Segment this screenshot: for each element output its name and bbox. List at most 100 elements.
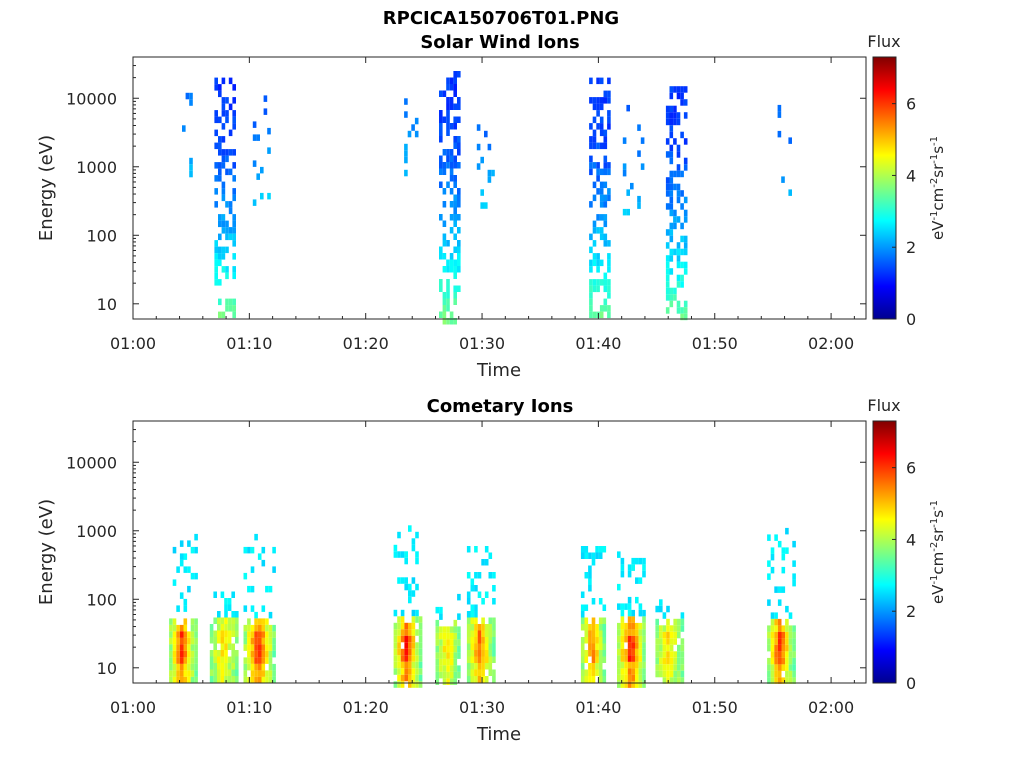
heatmap-cell: [676, 190, 681, 197]
heatmap-cell: [260, 192, 264, 200]
heatmap-cell: [589, 136, 593, 143]
heatmap-cell: [598, 598, 603, 605]
heatmap-cell: [666, 638, 670, 645]
heatmap-cell: [453, 233, 457, 240]
heatmap-cell: [235, 650, 239, 657]
heatmap-cell: [235, 637, 239, 644]
heatmap-cell: [676, 112, 681, 119]
heatmap-cell: [603, 168, 608, 176]
heatmap-cell: [481, 643, 485, 650]
heatmap-cell: [488, 617, 493, 624]
heatmap-cell: [224, 643, 228, 650]
heatmap-cell: [599, 311, 604, 319]
heatmap-cell: [599, 116, 604, 124]
heatmap-cell: [446, 298, 450, 305]
heatmap-cell: [411, 655, 416, 662]
heatmap-cell: [470, 669, 475, 676]
heatmap-cell: [669, 651, 674, 658]
heatmap-cell: [268, 663, 273, 671]
heatmap-cell: [620, 681, 625, 688]
heatmap-cell: [400, 622, 405, 630]
heatmap-cell: [220, 656, 225, 663]
heatmap-cell: [588, 663, 592, 670]
heatmap-cell: [400, 674, 405, 682]
heatmap-cell: [267, 192, 271, 200]
heatmap-cell: [477, 591, 482, 598]
heatmap-cell: [439, 632, 443, 640]
heatmap-cell: [220, 591, 225, 598]
heatmap-cell: [620, 629, 625, 636]
heatmap-cell: [617, 583, 621, 591]
heatmap-cell: [680, 638, 685, 645]
heatmap-cell: [655, 618, 659, 626]
heatmap-cell: [662, 638, 667, 645]
heatmap-cell: [607, 253, 611, 260]
heatmap-cell: [607, 188, 611, 195]
heatmap-cell: [631, 616, 635, 623]
heatmap-cell: [250, 676, 255, 684]
heatmap-cell: [272, 670, 276, 677]
heatmap-cell: [596, 214, 600, 221]
heatmap-cell: [617, 661, 621, 669]
heatmap-cell: [404, 622, 408, 630]
heatmap-cell: [247, 585, 251, 593]
heatmap-cell: [770, 638, 775, 645]
heatmap-cell: [580, 546, 585, 553]
heatmap-cell: [665, 177, 670, 184]
heatmap-cell: [584, 637, 589, 644]
heatmap-cell: [676, 261, 681, 269]
heatmap-cell: [777, 625, 782, 632]
heatmap-cell: [474, 630, 478, 637]
heatmap-cell: [635, 661, 639, 669]
heatmap-cell: [232, 123, 236, 130]
heatmap-cell: [393, 622, 398, 630]
heatmap-cell: [408, 622, 412, 630]
heatmap-cell: [592, 129, 597, 137]
heatmap-cell: [265, 676, 269, 684]
heatmap-cell: [453, 665, 458, 672]
heatmap-cell: [446, 129, 450, 136]
heatmap-cell: [792, 631, 796, 639]
heatmap-cell: [635, 668, 639, 675]
heatmap-cell: [596, 168, 600, 176]
heatmap-cell: [228, 233, 233, 241]
heatmap-cell: [435, 645, 440, 653]
heatmap-cell: [442, 678, 447, 685]
heatmap-cell: [218, 175, 222, 182]
heatmap-cell: [439, 116, 443, 123]
heatmap-cell: [224, 611, 228, 618]
heatmap-cell: [470, 585, 475, 592]
heatmap-cell: [466, 637, 471, 644]
heatmap-cell: [415, 648, 419, 656]
heatmap-cell: [218, 253, 222, 260]
heatmap-cell: [580, 643, 585, 650]
heatmap-cell: [187, 657, 191, 664]
heatmap-cell: [602, 546, 607, 553]
heatmap-cell: [228, 129, 233, 137]
heatmap-cell: [770, 631, 775, 639]
x-tick-label: 01:00: [110, 334, 156, 353]
heatmap-cell: [189, 157, 193, 165]
heatmap-cell: [453, 266, 457, 273]
heatmap-cell: [225, 110, 229, 117]
heatmap-cell: [442, 90, 447, 97]
heatmap-cell: [185, 92, 190, 100]
heatmap-cell: [599, 103, 604, 111]
heatmap-cell: [411, 681, 416, 688]
heatmap-cell: [257, 624, 262, 632]
y-tick-label: 1000: [76, 158, 117, 177]
heatmap-cell: [680, 657, 685, 665]
heatmap-cell: [232, 233, 236, 241]
heatmap-cell: [635, 681, 639, 688]
heatmap-cell: [596, 188, 600, 195]
heatmap-cell: [635, 629, 639, 636]
heatmap-cell: [435, 606, 440, 614]
heatmap-cell: [449, 665, 454, 672]
heatmap-cell: [418, 622, 423, 630]
heatmap-cell: [172, 644, 177, 651]
heatmap-cell: [607, 194, 611, 202]
heatmap-cell: [642, 661, 646, 669]
heatmap-cell: [603, 285, 608, 293]
heatmap-cell: [680, 618, 685, 626]
heatmap-cell: [589, 142, 593, 150]
